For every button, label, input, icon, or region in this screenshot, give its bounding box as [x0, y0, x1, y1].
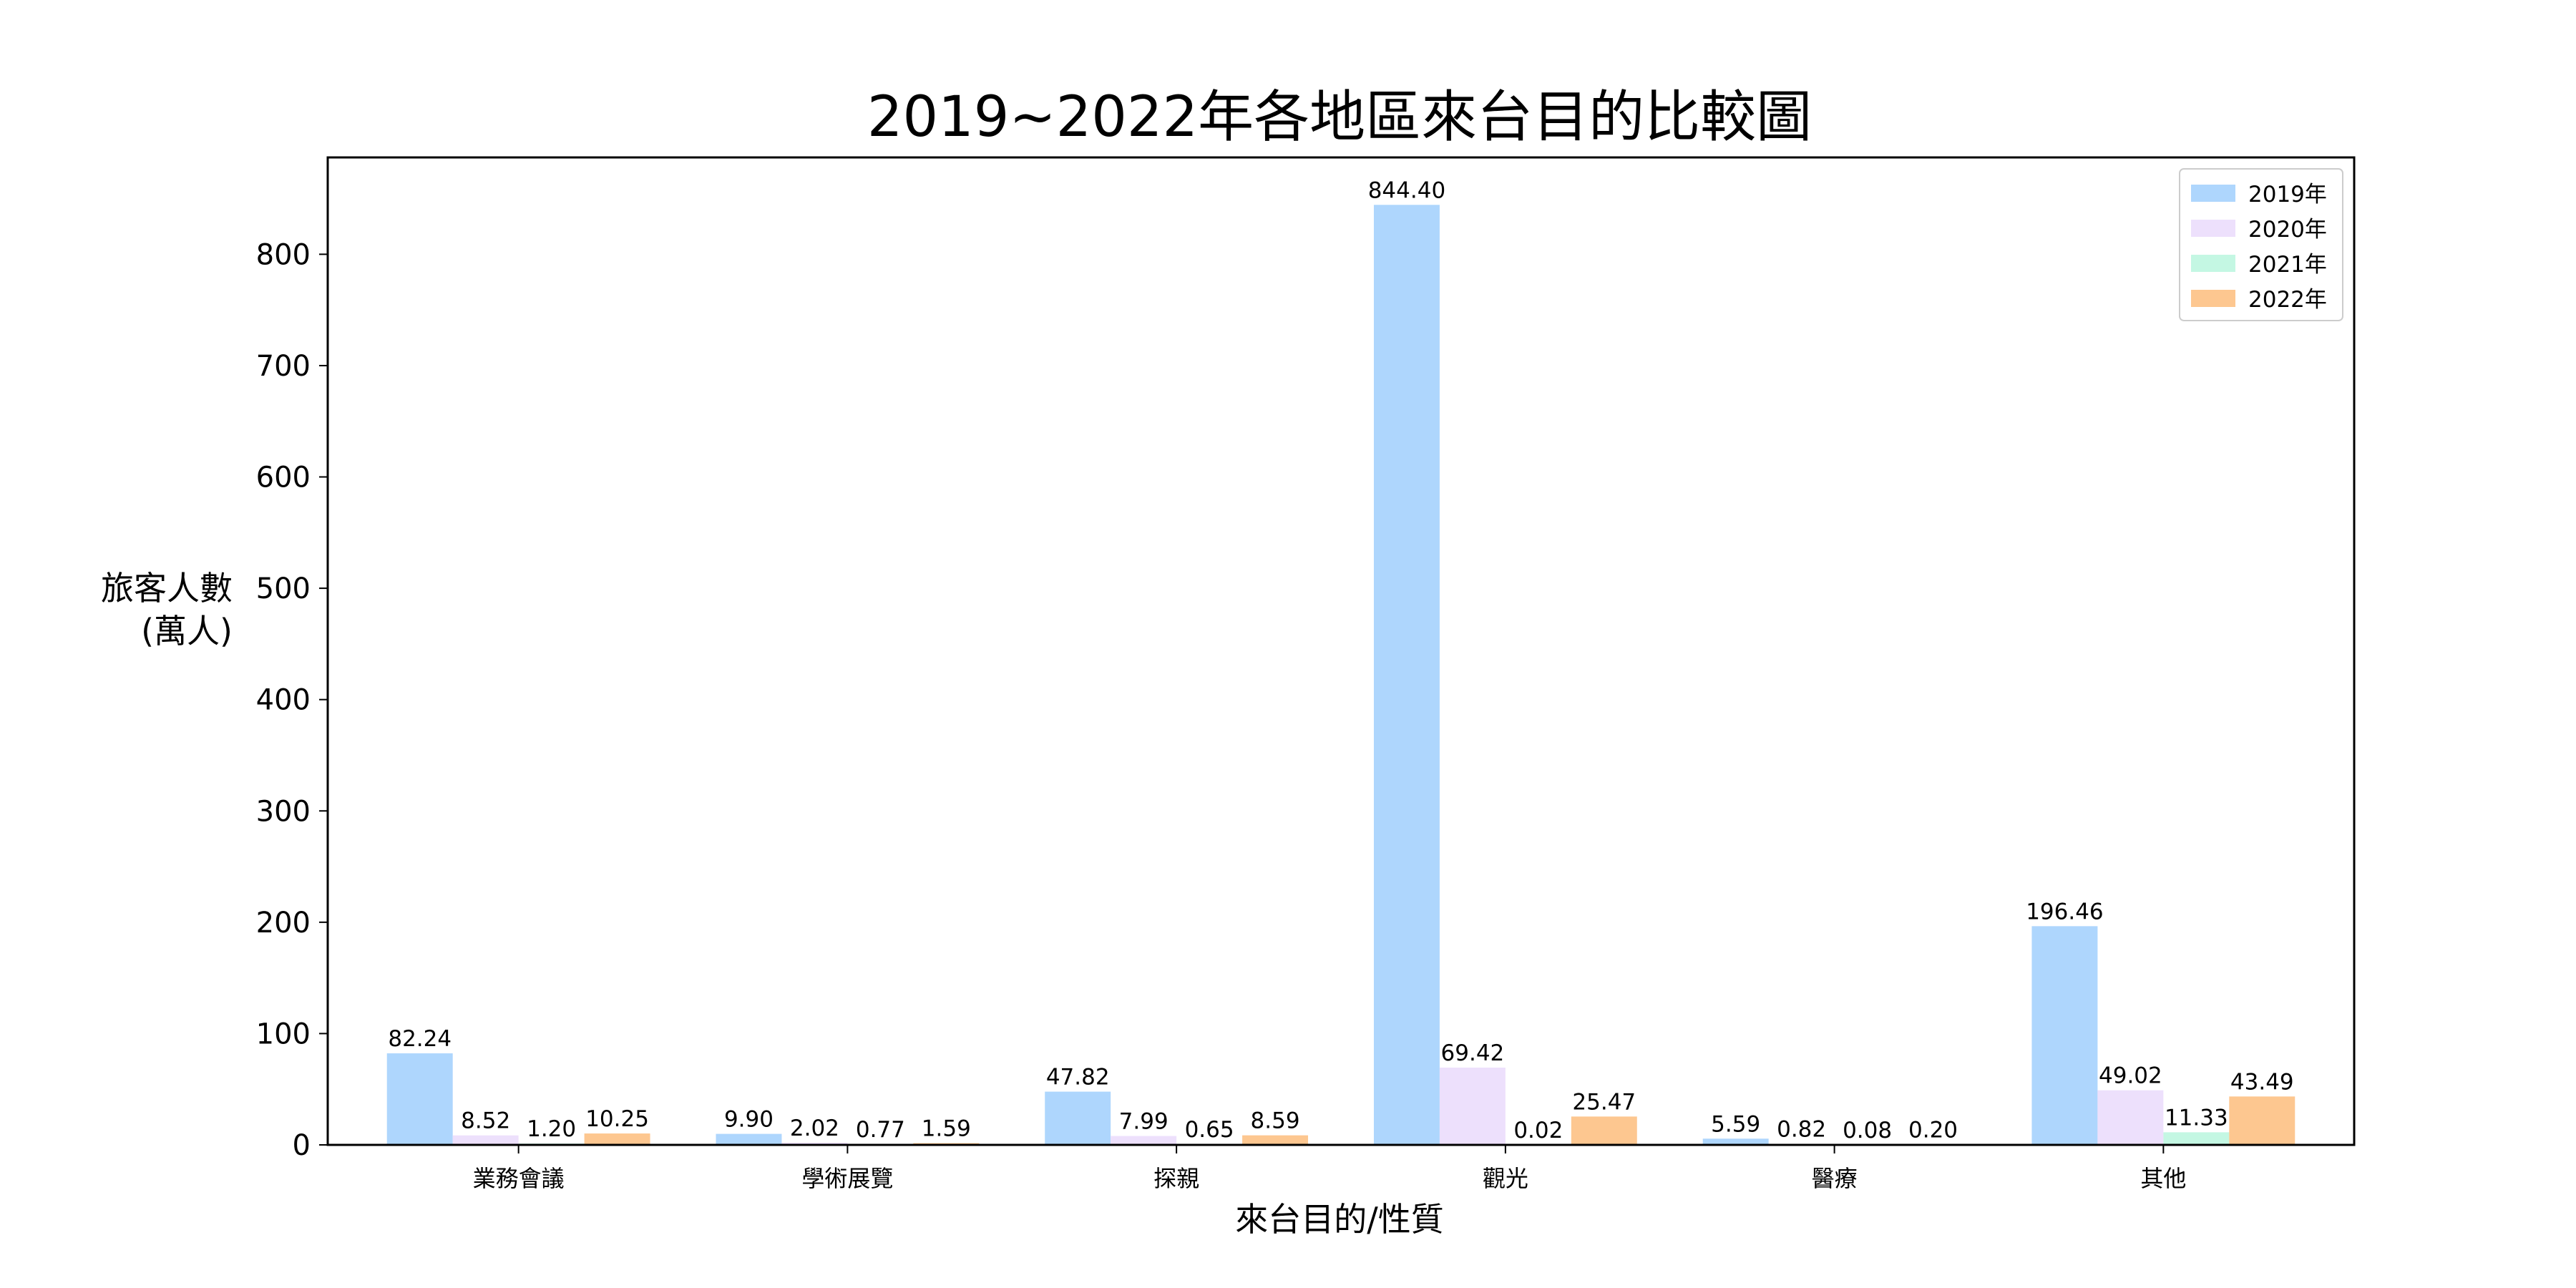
- data-label: 844.40: [1368, 177, 1445, 203]
- data-label: 49.02: [2099, 1063, 2162, 1089]
- y-axis-label-line: (萬人): [141, 612, 233, 650]
- data-label: 9.90: [724, 1107, 774, 1133]
- data-label: 7.99: [1119, 1109, 1169, 1135]
- x-tick-label: 其他: [2140, 1165, 2186, 1192]
- data-label: 1.20: [527, 1116, 576, 1142]
- y-tick-label: 300: [256, 795, 311, 828]
- x-tick-label: 業務會議: [473, 1165, 565, 1192]
- y-tick-label: 0: [293, 1129, 311, 1162]
- y-tick-label: 200: [256, 907, 311, 940]
- legend-entry: 2019年: [2248, 182, 2327, 208]
- y-axis-label-line: 旅客人數: [101, 569, 233, 608]
- data-label: 69.42: [1441, 1040, 1505, 1066]
- bar: [1045, 1091, 1111, 1145]
- data-label: 0.77: [856, 1117, 905, 1143]
- data-label: 0.82: [1777, 1117, 1826, 1143]
- plot-frame: [326, 156, 2356, 1146]
- legend: 2019年 2020年 2021年 2022年: [2179, 168, 2343, 321]
- bar: [1702, 1138, 1769, 1145]
- data-label: 10.25: [585, 1106, 649, 1132]
- data-label: 8.52: [461, 1108, 510, 1134]
- x-tick-label: 醫療: [1812, 1165, 1858, 1192]
- y-tick-label: 700: [256, 350, 311, 383]
- x-tick-label: 學術展覽: [801, 1165, 893, 1192]
- legend-entry: 2022年: [2248, 287, 2327, 313]
- data-label: 11.33: [2165, 1105, 2228, 1131]
- y-tick-label: 400: [256, 684, 311, 717]
- bar: [716, 1133, 782, 1145]
- chart-title: 2019~2022年各地區來台目的比較圖: [867, 85, 1812, 150]
- y-tick-label: 500: [256, 572, 311, 605]
- data-label: 82.24: [388, 1026, 452, 1052]
- bar: [584, 1133, 650, 1145]
- bar: [2031, 926, 2098, 1145]
- bar: [2097, 1090, 2164, 1145]
- bar: [2229, 1096, 2296, 1145]
- bar: [1439, 1068, 1506, 1145]
- bar: [1111, 1136, 1177, 1145]
- bar: [452, 1135, 519, 1145]
- x-tick-label: 探親: [1153, 1165, 1199, 1192]
- data-label: 0.08: [1843, 1118, 1892, 1143]
- legend-swatch: [2191, 255, 2235, 272]
- plot-area: 82.24 8.52 1.20 10.25 業務會議 9.90 2.02 0.77 1.59 學術…: [256, 156, 2356, 1192]
- bar: [386, 1053, 453, 1145]
- legend-swatch: [2191, 290, 2235, 307]
- bar: [2163, 1132, 2230, 1145]
- data-label: 43.49: [2230, 1069, 2294, 1095]
- legend-swatch: [2191, 220, 2235, 237]
- data-label: 0.02: [1513, 1118, 1563, 1143]
- data-label: 1.59: [922, 1116, 971, 1142]
- data-label: 196.46: [2026, 899, 2103, 924]
- x-tick-label: 觀光: [1483, 1165, 1528, 1192]
- legend-frame: [2179, 168, 2343, 321]
- legend-entry: 2020年: [2248, 217, 2327, 243]
- data-label: 0.65: [1185, 1117, 1234, 1143]
- data-label: 8.59: [1251, 1108, 1300, 1134]
- y-axis-label: 旅客人數 (萬人): [101, 569, 233, 650]
- legend-entry: 2021年: [2248, 252, 2327, 278]
- bar: [781, 1142, 848, 1145]
- bar: [1571, 1116, 1637, 1145]
- data-label: 0.20: [1908, 1118, 1958, 1143]
- data-label: 5.59: [1711, 1111, 1760, 1137]
- bar: [1373, 205, 1440, 1145]
- y-tick-label: 600: [256, 462, 311, 494]
- bar: [1242, 1135, 1309, 1145]
- data-label: 25.47: [1572, 1089, 1636, 1115]
- legend-swatch: [2191, 185, 2235, 202]
- y-tick-label: 100: [256, 1018, 311, 1050]
- x-axis-label: 來台目的/性質: [1235, 1200, 1444, 1239]
- data-label: 2.02: [790, 1116, 839, 1141]
- data-label: 47.82: [1046, 1065, 1110, 1091]
- y-tick-label: 800: [256, 238, 311, 271]
